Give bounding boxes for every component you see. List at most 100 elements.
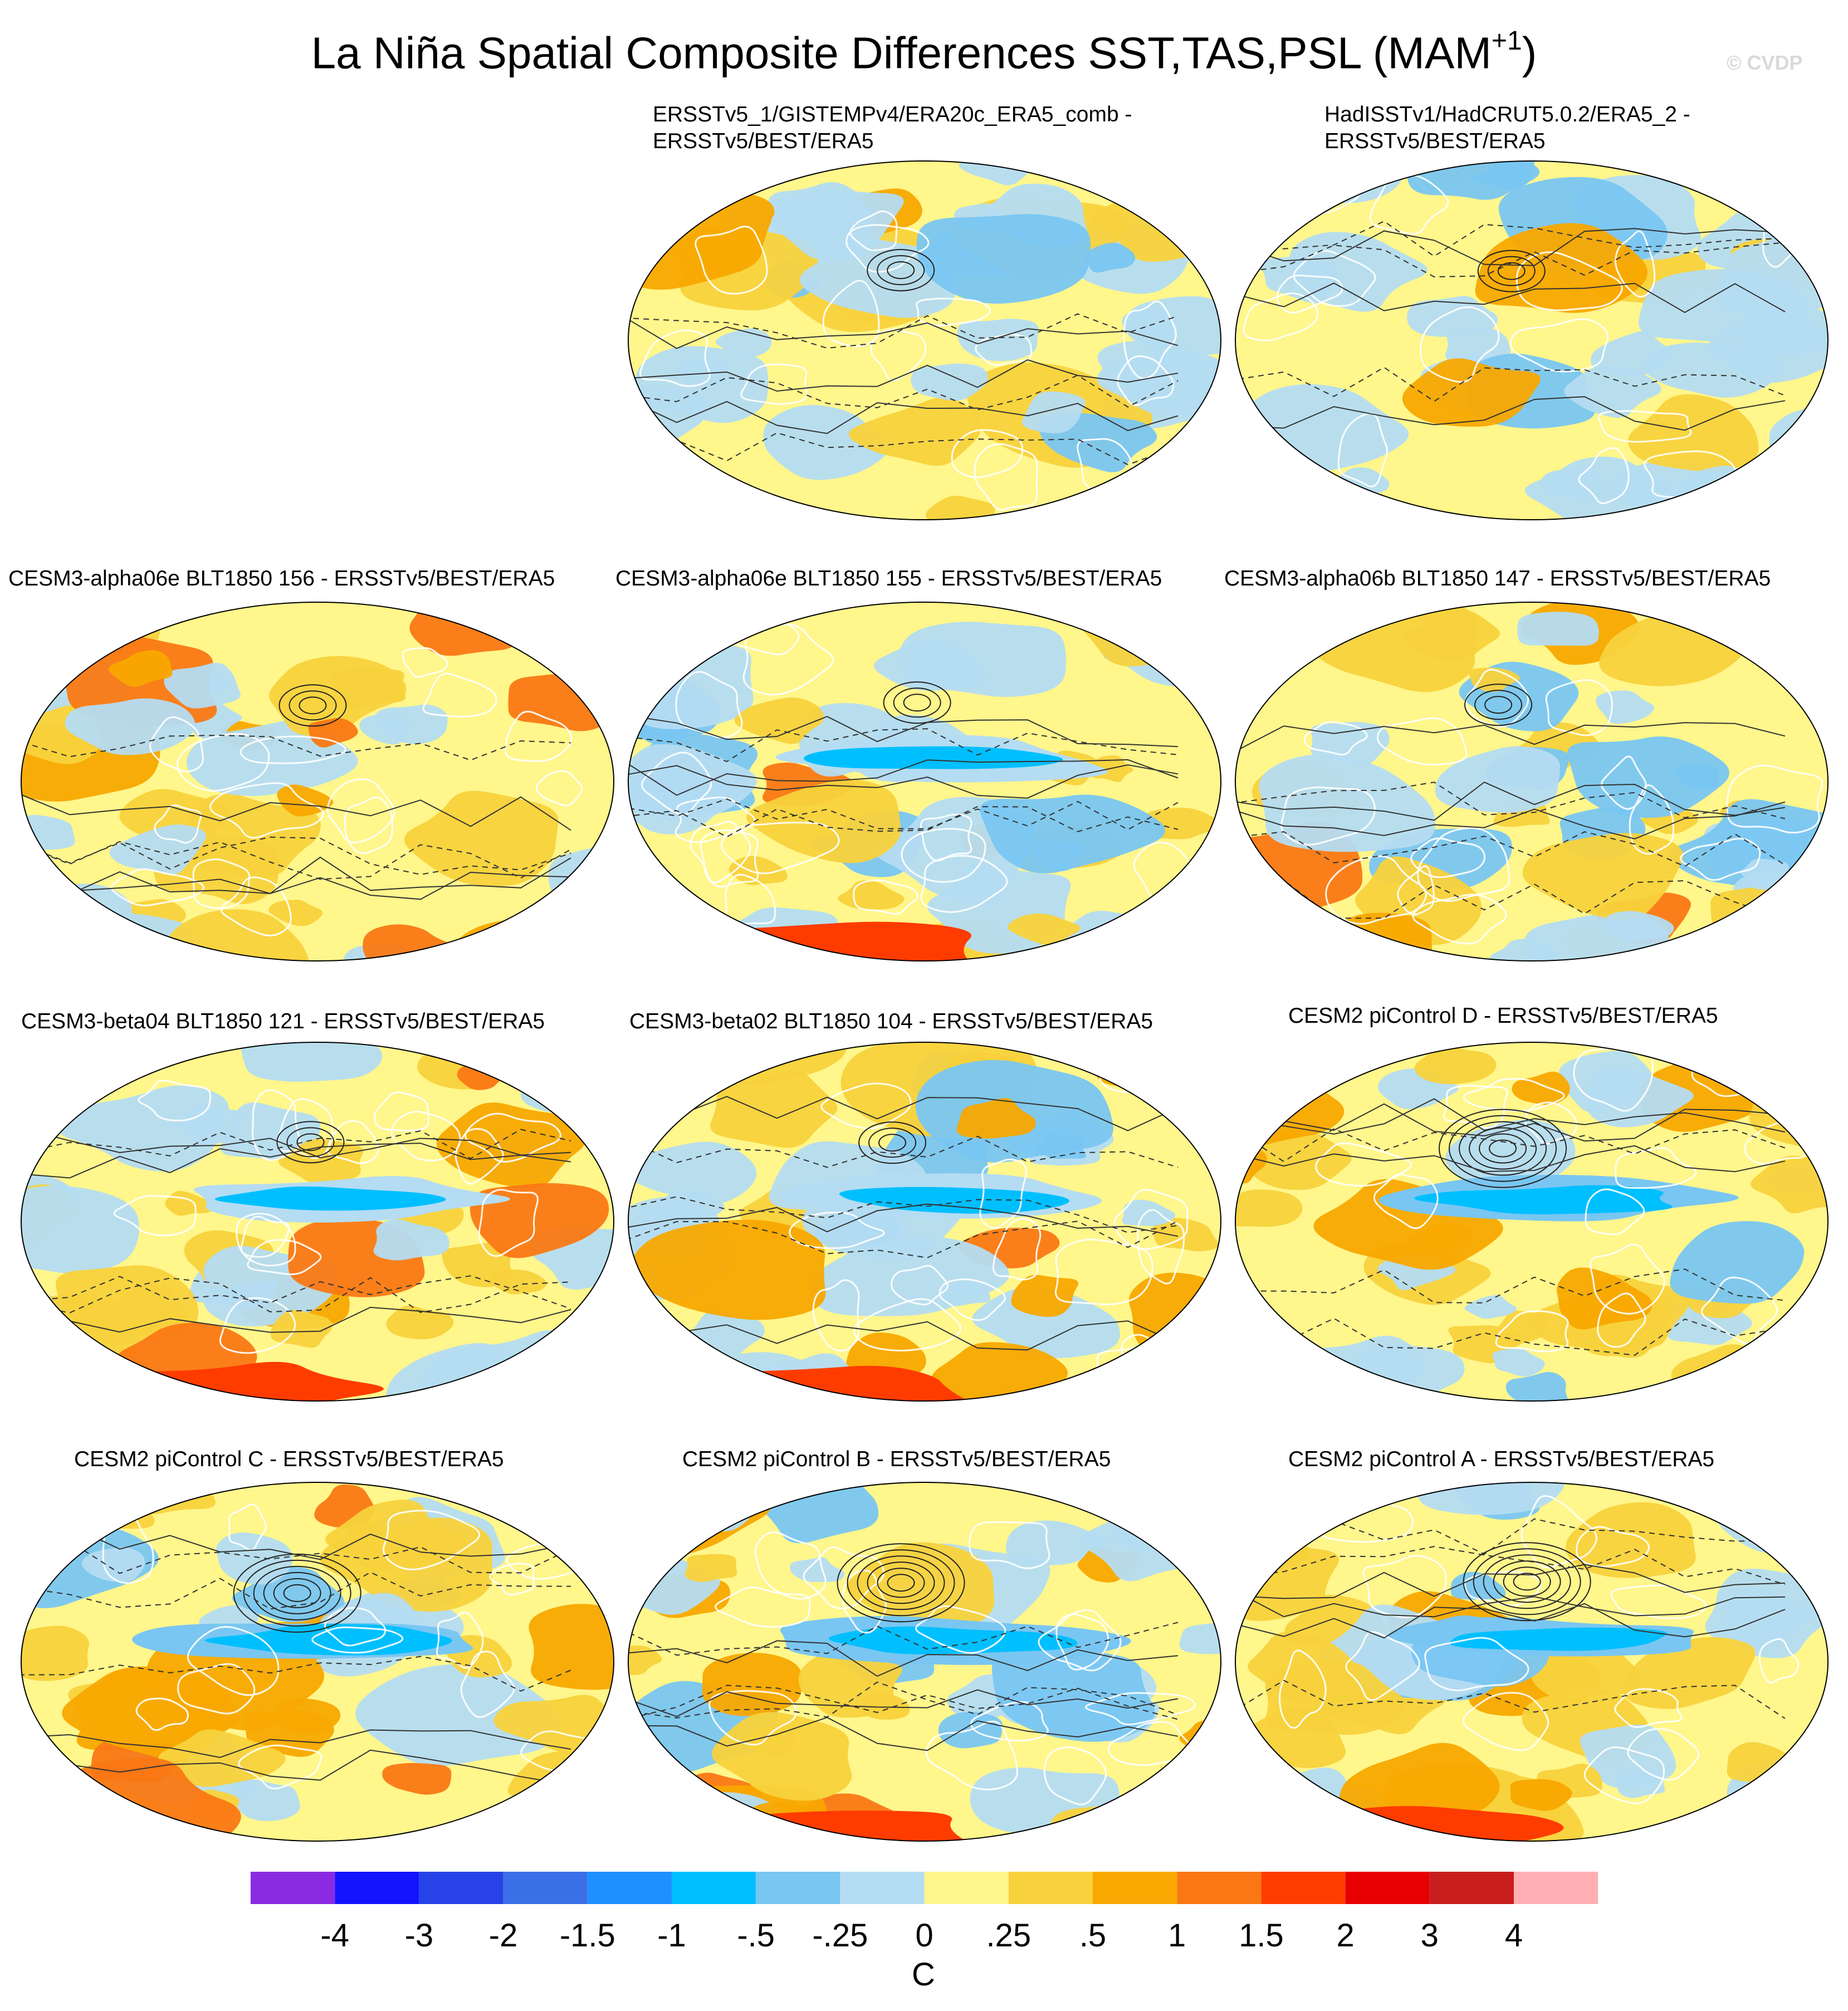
colorbar-tick-label: 2 bbox=[1336, 1917, 1355, 1954]
anomaly-region bbox=[628, 1141, 757, 1204]
coastline bbox=[1578, 447, 1630, 505]
psl-contour bbox=[628, 374, 1179, 411]
anomaly-region bbox=[666, 1482, 755, 1531]
anomaly-region bbox=[1510, 1779, 1572, 1811]
anomaly-region bbox=[911, 363, 988, 401]
coastline bbox=[970, 1701, 1049, 1742]
panel-map bbox=[21, 1042, 614, 1402]
coastline bbox=[402, 647, 448, 678]
coastline bbox=[789, 1212, 886, 1249]
anomaly-region bbox=[1787, 1493, 1828, 1521]
psl-contour bbox=[21, 1143, 571, 1179]
coastline bbox=[324, 1607, 387, 1647]
psl-contour bbox=[877, 1568, 925, 1598]
coastline bbox=[925, 1720, 1018, 1790]
psl-contour bbox=[628, 1717, 1179, 1751]
colorbar-swatch bbox=[419, 1872, 503, 1904]
anomaly-region bbox=[21, 1626, 89, 1681]
anomaly-region bbox=[972, 1286, 1120, 1359]
anomaly-region bbox=[926, 495, 995, 520]
psl-contour bbox=[1235, 722, 1786, 753]
coastline bbox=[236, 1213, 296, 1267]
psl-contour bbox=[893, 687, 941, 718]
coastline bbox=[374, 1091, 429, 1131]
coastline bbox=[920, 813, 972, 862]
anomaly-region bbox=[65, 698, 195, 755]
psl-contour bbox=[243, 1559, 351, 1627]
anomaly-region bbox=[373, 1219, 449, 1261]
coastline bbox=[138, 1080, 211, 1122]
anomaly-region bbox=[1566, 1502, 1696, 1578]
coastline bbox=[968, 1521, 1050, 1569]
map-border bbox=[21, 1482, 614, 1842]
coastline bbox=[1545, 679, 1613, 736]
anomaly-region bbox=[1793, 218, 1828, 256]
psl-contour bbox=[1513, 1573, 1541, 1591]
anomaly-region bbox=[529, 1604, 614, 1690]
psl-contour bbox=[21, 1571, 571, 1610]
coastline bbox=[1615, 230, 1656, 298]
coastline bbox=[239, 735, 346, 764]
anomaly-region bbox=[916, 214, 1091, 304]
colorbar-tick-label: -.5 bbox=[737, 1917, 775, 1954]
psl-contour bbox=[1469, 1127, 1537, 1170]
figure-title: La Niña Spatial Composite Differences SS… bbox=[0, 17, 1848, 81]
anomaly-region bbox=[957, 319, 1039, 362]
colorbar-swatch bbox=[840, 1872, 925, 1904]
anomaly-region bbox=[1718, 1587, 1825, 1658]
anomaly-region bbox=[123, 1377, 170, 1401]
psl-contour bbox=[1493, 1560, 1561, 1603]
anomaly-region bbox=[1235, 447, 1305, 520]
anomaly-region bbox=[216, 1532, 293, 1585]
anomaly-region bbox=[1082, 602, 1221, 642]
coastline bbox=[1585, 1188, 1645, 1236]
coastline bbox=[916, 297, 991, 326]
psl-contour bbox=[21, 1275, 571, 1310]
colorbar-swatch bbox=[672, 1872, 756, 1904]
coastline bbox=[1524, 1101, 1578, 1145]
psl-contour bbox=[628, 1622, 1179, 1656]
anomaly-region bbox=[630, 1219, 826, 1320]
anomaly-region bbox=[1710, 887, 1806, 936]
psl-contour bbox=[21, 1129, 571, 1159]
coastline bbox=[177, 733, 270, 792]
psl-contour bbox=[628, 1689, 1179, 1717]
coastline bbox=[1417, 827, 1510, 902]
anomaly-region bbox=[1006, 1520, 1111, 1565]
coastline bbox=[1123, 300, 1177, 380]
psl-contour bbox=[628, 359, 1179, 392]
colorbar-tick-label: .5 bbox=[1079, 1917, 1107, 1954]
panel-label: CESM3-alpha06e BLT1850 155 - ERSSTv5/BES… bbox=[615, 567, 1162, 590]
anomaly-region bbox=[1522, 833, 1684, 920]
psl-contour bbox=[903, 694, 931, 712]
coastline bbox=[1377, 717, 1468, 766]
panel-map bbox=[628, 1482, 1221, 1842]
panel-map bbox=[1235, 1482, 1829, 1842]
psl-contour bbox=[1484, 696, 1513, 714]
anomaly-region bbox=[527, 1042, 614, 1073]
psl-contour bbox=[263, 1571, 331, 1614]
anomaly-region bbox=[233, 1779, 300, 1822]
coastline bbox=[135, 1697, 189, 1731]
coastline bbox=[238, 1744, 322, 1790]
coastline bbox=[1117, 355, 1175, 406]
anomaly-region bbox=[535, 936, 614, 961]
coastline bbox=[951, 429, 1024, 479]
anomaly-region bbox=[1235, 1792, 1288, 1841]
colorbar-swatch bbox=[1514, 1872, 1598, 1904]
colorbar bbox=[251, 1872, 1598, 1904]
coastline bbox=[1614, 1147, 1697, 1189]
panel-map bbox=[628, 1042, 1221, 1402]
psl-contour bbox=[1235, 1564, 1786, 1599]
coastline bbox=[1601, 755, 1647, 810]
psl-contour bbox=[299, 696, 327, 715]
map-border bbox=[21, 1042, 614, 1402]
coastline bbox=[708, 1690, 798, 1746]
anomaly-region bbox=[1414, 1045, 1497, 1085]
panel-label: CESM3-alpha06e BLT1850 156 - ERSSTv5/BES… bbox=[8, 567, 555, 590]
colorbar-tick-label: -4 bbox=[320, 1917, 349, 1954]
anomaly-region bbox=[1122, 307, 1176, 346]
anomaly-region bbox=[1407, 161, 1539, 200]
map-border bbox=[628, 1482, 1221, 1842]
coastline bbox=[1038, 1609, 1122, 1672]
